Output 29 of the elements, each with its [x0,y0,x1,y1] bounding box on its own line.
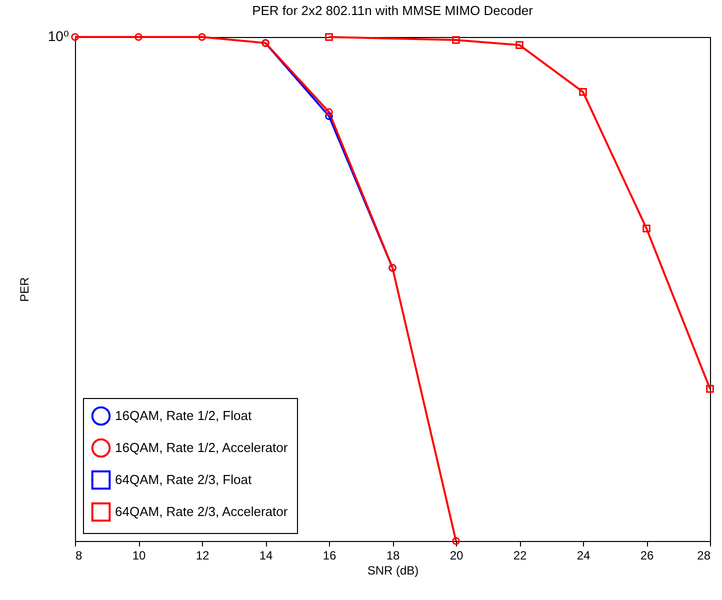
chart-title: PER for 2x2 802.11n with MMSE MIMO Decoder [252,3,534,18]
text: 10⁰ [48,28,70,44]
point [134,33,142,41]
legend-label: 64QAM, Rate 2/3, Accelerator [115,504,288,519]
x-tick-label: 26 [640,548,654,562]
legend-label: 64QAM, Rate 2/3, Float [115,472,252,487]
x-tick-label: 8 [76,548,82,562]
point [452,36,460,44]
x-tick-label: 24 [576,548,590,562]
point [579,88,587,96]
x-tick-label: 12 [196,548,210,562]
point [325,108,333,116]
point [198,33,206,41]
point [706,384,714,393]
point [642,224,650,232]
x-tick-label: 10 [132,548,146,562]
x-tick-label: 14 [259,548,273,562]
y-axis-title: PER [18,276,32,302]
x-tick-label: 20 [450,548,464,562]
point [325,33,333,41]
x-tick-label: 22 [513,548,527,562]
x-axis-title: SNR (dB) [367,564,419,578]
x-tick-label: 28 [697,548,711,562]
x-tick-label: 18 [386,548,400,562]
legend-label: 16QAM, Rate 1/2, Accelerator [115,440,288,455]
point [516,41,524,49]
legend-label: 16QAM, Rate 1/2, Float [115,408,252,423]
point [325,112,333,120]
x-tick-label: 16 [322,548,336,562]
